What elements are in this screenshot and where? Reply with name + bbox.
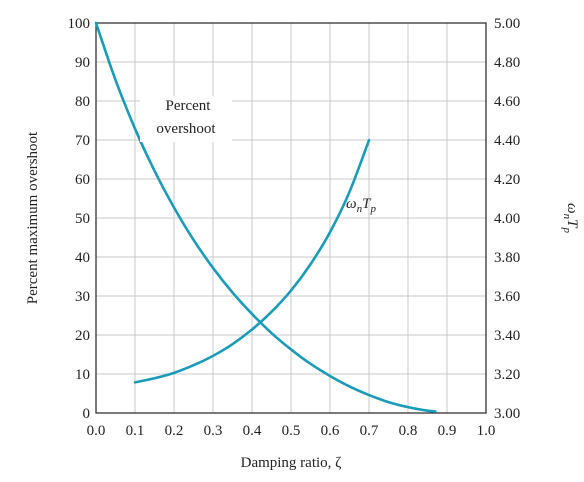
x-tick-label: 0.4 (243, 423, 262, 439)
y2-tick-label: 3.60 (494, 289, 520, 305)
wntp-label-sub-p: p (369, 203, 376, 215)
x-tick-label: 0.7 (360, 423, 379, 439)
y2-tick-label: 3.80 (494, 250, 520, 266)
y2-title-omega: ω (564, 203, 580, 214)
wntp-line (133, 138, 371, 384)
y2-tick-label: 4.00 (494, 211, 520, 227)
y2-tick-label: 3.40 (494, 328, 520, 344)
y-tick-label: 90 (75, 55, 90, 71)
y2-tick-label: 4.60 (494, 94, 520, 110)
wntp-label-omega: ω (346, 196, 357, 212)
wntp-series-label: ωnTp (346, 196, 376, 215)
y2-title-sub-p: p (561, 226, 573, 233)
grid (95, 22, 487, 414)
x-tick-label: 0.6 (321, 423, 340, 439)
wntp-label-t: T (362, 196, 372, 212)
x-tick-label: 0.9 (438, 423, 457, 439)
overshoot-label-line2: overshoot (156, 121, 216, 137)
x-tick-label: 0.0 (87, 423, 106, 439)
plot-frame (95, 22, 487, 414)
y-tick-label: 70 (75, 133, 90, 149)
x-tick-label: 0.8 (399, 423, 418, 439)
wntp-label-sub-n: n (357, 203, 363, 215)
y-tick-label: 20 (75, 328, 90, 344)
y-tick-label: 0 (83, 406, 91, 422)
y2-tick-label: 3.20 (494, 367, 520, 383)
y2-title-sub-n: n (561, 214, 573, 220)
y2-tick-label: 3.00 (494, 406, 520, 422)
x-tick-label: 0.3 (204, 423, 223, 439)
overshoot-label-bg (140, 96, 232, 142)
y2-tick-label: 4.80 (494, 55, 520, 71)
percent-overshoot-line (94, 21, 437, 413)
x-tick-label: 0.2 (165, 423, 184, 439)
x-tick-label: 0.5 (282, 423, 301, 439)
y2-tick-label: 4.20 (494, 172, 520, 188)
y-left-ticks: 0 10 20 30 40 50 60 70 80 90 100 (68, 16, 91, 422)
y-right-ticks: 3.00 3.20 3.40 3.60 3.80 4.00 4.20 4.40 4.60 4.80… (494, 16, 520, 422)
y2-axis-title: ωnTp (561, 203, 580, 233)
x-ticks: 0.0 0.1 0.2 0.3 0.4 0.5 0.6 0.7 0.8 0.9 1.0 (87, 423, 496, 439)
x-tick-label: 0.1 (126, 423, 145, 439)
y2-tick-label: 4.40 (494, 133, 520, 149)
y-tick-label: 40 (75, 250, 90, 266)
y-tick-label: 80 (75, 94, 90, 110)
y-axis-title: Percent maximum overshoot (25, 131, 41, 304)
y2-title-t: T (564, 219, 580, 229)
y-tick-label: 60 (75, 172, 90, 188)
y2-tick-label: 5.00 (494, 16, 520, 32)
y-tick-label: 50 (75, 211, 90, 227)
y-tick-label: 10 (75, 367, 90, 383)
y-tick-label: 100 (68, 16, 91, 32)
series-layer (94, 21, 437, 413)
overshoot-label-line1: Percent (166, 98, 212, 114)
x-axis-title: Damping ratio, ζ (241, 455, 342, 471)
y-tick-label: 30 (75, 289, 90, 305)
x-tick-label: 1.0 (477, 423, 496, 439)
